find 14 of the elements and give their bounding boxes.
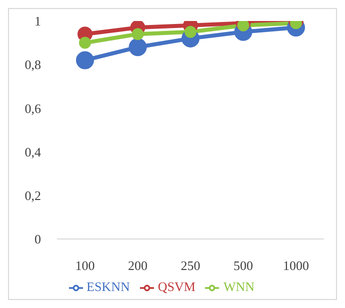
legend-label: QSVM — [158, 278, 196, 294]
x-tick-label: 500 — [234, 258, 253, 274]
y-tick-label: 1 — [34, 14, 41, 29]
y-tick-label: 0,2 — [24, 188, 41, 204]
y-tick-label: 0,4 — [24, 144, 42, 160]
y-tick-label: 0,8 — [24, 57, 41, 72]
legend-label: ESKNN — [86, 278, 130, 294]
x-tick-label: 100 — [75, 258, 95, 274]
y-tick-label: 0,6 — [24, 100, 42, 116]
x-tick-label: 200 — [128, 258, 148, 274]
y-tick-label: 0 — [34, 232, 41, 247]
legend-label: WNN — [223, 278, 254, 294]
x-tick-label: 250 — [180, 258, 200, 274]
x-tick-label: 1000 — [283, 258, 309, 274]
